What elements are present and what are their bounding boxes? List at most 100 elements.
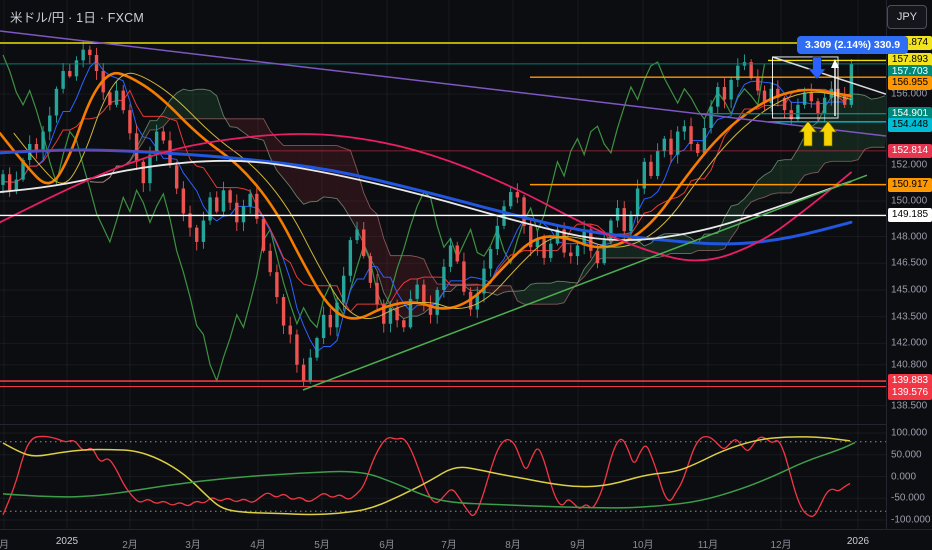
candle-body	[482, 268, 486, 294]
ichimoku-cloud	[370, 207, 378, 271]
ichimoku-cloud	[784, 159, 792, 193]
candle-body	[341, 275, 346, 303]
price-tick-label: 146.500	[891, 257, 928, 269]
ichimoku-cloud	[143, 120, 150, 142]
candle-body	[355, 229, 359, 241]
candle-body	[215, 197, 219, 212]
ichimoku-cloud	[871, 98, 879, 148]
candle-body	[662, 138, 667, 152]
time-axis-label: 月	[0, 540, 9, 550]
candle-body	[515, 192, 520, 198]
price-tick-label: 150.000	[891, 195, 928, 207]
ichimoku-cloud	[323, 145, 331, 198]
candle-body	[716, 87, 720, 107]
candle-body	[281, 297, 286, 326]
ichimoku-cloud	[196, 89, 204, 119]
ichimoku-cloud	[584, 260, 591, 277]
candle-body	[649, 161, 653, 177]
ma-crimson	[0, 133, 852, 262]
ichimoku-cloud	[791, 149, 798, 193]
time-axis-label: 7月	[441, 540, 457, 550]
candle-body	[275, 272, 279, 298]
candle-body	[402, 320, 406, 328]
candle-body	[261, 218, 266, 251]
currency-unit-button[interactable]: JPY	[887, 5, 927, 29]
candle-body	[655, 151, 660, 177]
candle-body	[21, 160, 25, 180]
candle-body	[88, 49, 92, 55]
candle-body	[689, 126, 693, 144]
time-axis-label: 10月	[632, 540, 654, 550]
symbol-title[interactable]: 米ドル/円 · 1日 · FXCM	[10, 11, 144, 25]
price-tick-label: 148.000	[891, 231, 928, 243]
candle-body	[161, 131, 166, 141]
price-tick-label: 156.000	[891, 88, 928, 100]
long-term-descending-line[interactable]	[0, 30, 886, 137]
blue-down-arrow[interactable]	[807, 56, 827, 80]
candle-body	[729, 79, 733, 100]
candle-body	[114, 90, 119, 105]
candle-body	[1, 174, 5, 185]
candle-body	[488, 249, 493, 269]
candle-body	[81, 49, 85, 61]
ichimoku-cloud	[817, 107, 825, 173]
kijun-line	[2, 88, 852, 313]
candle-body	[682, 126, 687, 132]
price-range-box[interactable]	[772, 56, 839, 119]
rci-short	[2, 435, 851, 518]
candle-body	[295, 334, 299, 365]
candle-body	[301, 364, 306, 381]
candle-body	[722, 87, 727, 100]
candle-body	[141, 161, 145, 184]
measure-tooltip[interactable]: 3.309 (2.14%) 330.9	[797, 36, 909, 54]
candle-body	[696, 143, 700, 153]
candle-body	[802, 92, 807, 105]
yellow-up-arrow[interactable]	[818, 120, 838, 147]
oscillator-tick-label: -50.000	[891, 492, 925, 504]
short-term-descending-line[interactable]	[772, 56, 886, 95]
candle-body	[736, 65, 740, 80]
candle-body	[148, 154, 152, 184]
candle-body	[34, 143, 39, 152]
candle-body	[7, 174, 12, 191]
candle-body	[375, 282, 379, 305]
ichimoku-cloud	[838, 95, 845, 162]
time-axis-label: 9月	[570, 540, 586, 550]
ichimoku-cloud	[149, 120, 157, 130]
candle-body	[629, 215, 633, 232]
ichimoku-cloud	[290, 145, 297, 197]
candle-body	[535, 238, 540, 248]
measure-arrow-head[interactable]	[831, 59, 839, 68]
ichimoku-cloud	[190, 89, 197, 119]
candle-body	[154, 131, 159, 155]
candle-body	[609, 220, 613, 241]
price-line-label: 139.883	[888, 374, 932, 389]
candle-body	[388, 307, 393, 324]
candle-body	[529, 225, 533, 248]
yellow-up-arrow[interactable]	[798, 120, 818, 147]
candle-body	[756, 78, 760, 91]
time-axis-label: 4月	[250, 540, 266, 550]
candle-body	[328, 314, 333, 328]
price-chart-canvas[interactable]	[0, 0, 886, 550]
candle-body	[809, 92, 813, 102]
candle-body	[669, 138, 673, 155]
candle-body	[615, 208, 620, 221]
candle-body	[762, 90, 767, 104]
price-line-label: 154.901	[888, 106, 932, 121]
panel-separator[interactable]	[0, 424, 886, 425]
ichimoku-cloud	[811, 121, 818, 174]
candle-body	[455, 245, 459, 262]
candle-body	[448, 245, 453, 267]
time-axis-label: 3月	[185, 540, 201, 550]
ichimoku-cloud	[777, 159, 785, 193]
candle-body	[589, 229, 593, 251]
candle-body	[475, 293, 479, 310]
time-axis-separator	[0, 529, 932, 530]
candle-body	[849, 63, 854, 105]
ichimoku-cloud	[343, 148, 351, 218]
time-axis-label: 12月	[770, 540, 792, 550]
ichimoku-cloud	[210, 90, 217, 119]
ascending-support-line[interactable]	[302, 174, 868, 391]
candle-body	[134, 133, 139, 162]
